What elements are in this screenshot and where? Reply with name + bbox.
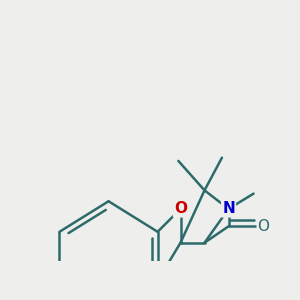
Text: O: O — [174, 201, 187, 216]
Text: N: N — [222, 201, 235, 216]
Text: O: O — [257, 219, 269, 234]
